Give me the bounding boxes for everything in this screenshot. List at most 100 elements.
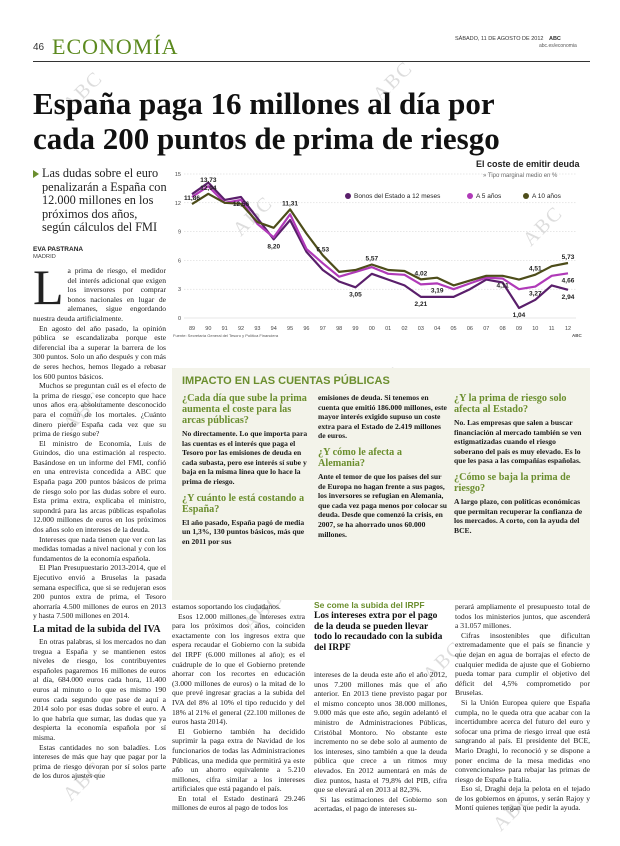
paragraph: estamos soportando los ciudadanos. <box>172 602 281 611</box>
y-tick-label: 6 <box>178 258 181 264</box>
paragraph: perará ampliamente el presupuesto total … <box>455 602 590 631</box>
x-tick-label: 92 <box>238 326 244 332</box>
box-answer: Ante el temor de que los países del sur … <box>318 471 448 539</box>
x-tick-label: 06 <box>467 326 473 332</box>
x-tick-label: 99 <box>352 326 358 332</box>
data-label: 12,56 <box>233 201 250 208</box>
paragraph: Estas cantidades no son baladíes. Los in… <box>33 742 166 781</box>
chart-title: El coste de emitir deuda <box>476 159 580 169</box>
x-tick-label: 10 <box>532 326 538 332</box>
paragraph: El Plan Presupuestario 2013-2014, que el… <box>33 563 166 621</box>
paragraph: En total el Estado destinará 29.246 mill… <box>172 793 305 813</box>
data-label: 5,57 <box>365 256 378 263</box>
x-tick-label: 97 <box>320 326 326 332</box>
header-rule <box>33 61 590 62</box>
y-tick-label: 15 <box>175 172 181 178</box>
data-label: 3,19 <box>431 287 444 294</box>
paragraph: En agosto del año pasado, la opinión púb… <box>33 323 166 381</box>
legend-label: A 5 años <box>476 193 502 200</box>
irpf-kicker: Se come la subida del IRPF <box>314 600 425 610</box>
page-number: 46 <box>33 42 45 53</box>
y-tick-label: 9 <box>178 230 181 236</box>
data-label: 4,66 <box>562 277 575 284</box>
paragraph: Intereses que nada tienen que ver con la… <box>33 534 166 563</box>
data-label: 8,20 <box>267 243 280 250</box>
x-tick-label: 03 <box>418 326 424 332</box>
y-tick-label: 12 <box>175 201 181 207</box>
paragraph: intereses de la deuda este año el año 20… <box>314 670 447 795</box>
data-label: 2,94 <box>562 294 575 301</box>
paragraph: En otras palabras, si los mercados no da… <box>33 636 166 742</box>
x-tick-label: 93 <box>254 326 260 332</box>
body-column-4: perará ampliamente el presupuesto total … <box>455 602 590 842</box>
data-label: 13,73 <box>200 177 217 184</box>
x-tick-label: 95 <box>287 326 293 332</box>
x-tick-label: 12 <box>565 326 571 332</box>
x-tick-label: 11 <box>549 326 555 332</box>
paragraph: a prima de riesgo, el medidor del interé… <box>33 266 166 323</box>
box-question: ¿Y cómo le afecta a Alemania? <box>318 446 402 469</box>
x-tick-label: 91 <box>222 326 228 332</box>
data-label: 4,51 <box>529 266 542 273</box>
x-tick-label: 96 <box>303 326 309 332</box>
x-tick-label: 07 <box>483 326 489 332</box>
paragraph: Si las estimaciones del Gobierno son ace… <box>314 794 447 814</box>
data-label: 3,27 <box>529 291 542 298</box>
x-tick-label: 98 <box>336 326 342 332</box>
legend-label: A 10 años <box>532 193 562 200</box>
data-label: 11,31 <box>282 200 298 207</box>
box-question: ¿Cómo se baja la prima de riesgo? <box>454 471 571 494</box>
x-tick-label: 02 <box>401 326 407 332</box>
data-label: 2,21 <box>415 301 428 308</box>
paragraph: Eso sí, Draghi deja la pelota en el teja… <box>455 784 590 813</box>
x-tick-label: 00 <box>369 326 375 332</box>
chart-source: Fuente: Secretaría General del Tesoro y … <box>173 333 279 338</box>
headline: España paga 16 millones al día por cada … <box>33 86 500 156</box>
subhead-block: Las dudas sobre el euro penalizarán a Es… <box>33 166 168 235</box>
chart-credit: ABC <box>572 333 582 338</box>
brand-text: ABC <box>548 36 561 42</box>
box-answer: No. Las empresas que salen a buscar fina… <box>454 418 582 466</box>
byline-city: MADRID <box>33 254 56 260</box>
x-tick-label: 89 <box>189 326 195 332</box>
data-label: 12,94 <box>200 185 217 192</box>
series-line-0 <box>191 181 569 310</box>
box-answer: No directamente. Lo que importa para las… <box>182 429 308 486</box>
subhead-text: Las dudas sobre el euro penalizarán a Es… <box>42 166 167 235</box>
body-column-3: intereses de la deuda este año el año 20… <box>314 670 447 842</box>
paragraph: Muchos se preguntan cuál es el efecto de… <box>33 381 166 439</box>
header-date: SÁBADO, 11 DE AGOSTO DE 2012 ABC <box>455 36 561 42</box>
irpf-headline: Los intereses extra por el pago de la de… <box>314 611 443 653</box>
box-answer: El año pasado, España pagó de media un 1… <box>182 517 305 546</box>
box-question: ¿Cada día que sube la prima aumenta el c… <box>182 393 307 426</box>
section-subhead: La mitad de la subida del IVA <box>33 623 161 635</box>
x-tick-label: 04 <box>434 326 440 332</box>
paragraph: Cifras insostenibles que dificultan extr… <box>455 630 590 698</box>
data-label: 5,73 <box>562 254 575 261</box>
impact-box-col-3: ¿Y la prima de riesgo solo afecta al Est… <box>454 393 584 593</box>
legend-marker <box>523 193 529 199</box>
impact-box-col-1: ¿Cada día que sube la prima aumenta el c… <box>182 393 312 593</box>
section-title: ECONOMÍA <box>52 34 179 59</box>
data-label: 11,86 <box>184 195 200 202</box>
impact-box-title: IMPACTO EN LAS CUENTAS PÚBLICAS <box>182 375 390 387</box>
body-column-1: L a prima de riesgo, el medidor del inte… <box>33 266 166 841</box>
drop-cap: L <box>33 266 64 315</box>
data-label: 4,02 <box>415 270 428 277</box>
subhead-arrow-icon <box>33 170 39 178</box>
x-tick-label: 08 <box>500 326 506 332</box>
box-question: ¿Y la prima de riesgo solo afecta al Est… <box>454 393 567 415</box>
series-line-2 <box>191 192 569 287</box>
data-label: 6,53 <box>316 246 329 253</box>
impact-box <box>172 368 590 600</box>
paragraph: El Gobierno también ha decidido suprimir… <box>172 726 305 794</box>
legend-label: Bonos del Estado a 12 meses <box>354 193 441 200</box>
box-question: ¿Y cuánto le está costando a España? <box>182 492 305 515</box>
box-answer: A largo plazo, con políticas económicas … <box>454 496 583 535</box>
impact-box-col-2: emisiones de deuda. Si tenemos en cuenta… <box>318 393 448 593</box>
body-column-2: estamos soportando los ciudadanos. Esos … <box>172 602 305 842</box>
byline-author: EVA PASTRANA <box>33 246 84 253</box>
x-tick-label: 01 <box>385 326 391 332</box>
paragraph: Esos 12.000 millones de intereses extra … <box>172 611 305 727</box>
data-label: 1,04 <box>513 312 526 319</box>
